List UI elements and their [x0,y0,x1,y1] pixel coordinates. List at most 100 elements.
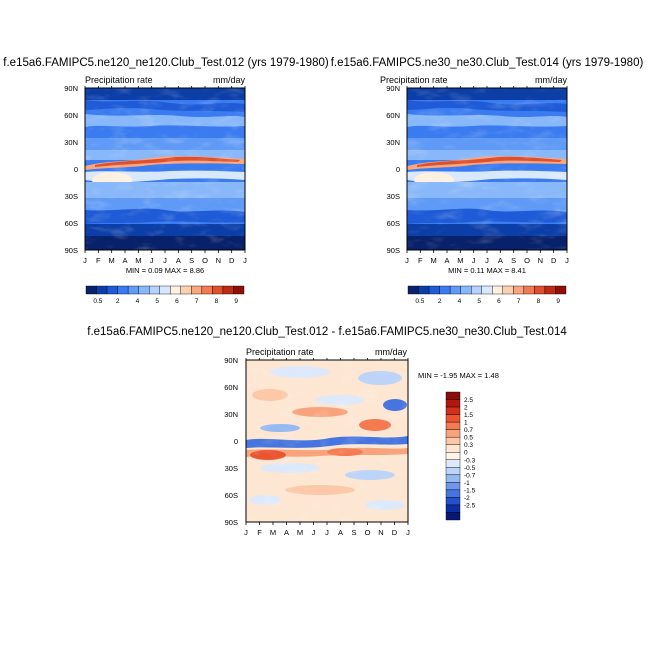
colorbar-label: 0 [464,450,468,457]
xtick-label: M [109,256,115,265]
colorbar-swatch [445,421,461,430]
colorbar-label: 7 [517,298,521,305]
colorbar-swatch [428,285,440,295]
colorbar-swatch [445,474,461,483]
panel2-texture [407,88,567,250]
colorbar-swatch [445,429,461,438]
xtick-label: M [297,528,303,537]
colorbar-swatch [445,467,461,476]
panel2-ytick-30n: 30N [386,138,400,147]
xtick-label: J [325,528,329,537]
xtick-label: A [122,256,127,265]
colorbar-label: -0.5 [464,465,476,472]
colorbar-swatch [445,452,461,460]
xtick-label: N [216,256,221,265]
xtick-label: J [243,256,247,265]
colorbar-swatch [460,285,472,295]
panel3-y-ticks: 90N 60N 30N 0 30S 60S 90S [224,356,238,527]
panel2-min-max: MIN = 0.11 MAX = 8.41 [448,266,526,275]
colorbar-label: -0.7 [464,472,476,479]
xtick-label: M [431,256,437,265]
xtick-label: J [312,528,316,537]
colorbar-label: 2.5 [464,397,473,404]
colorbar-swatch [138,285,150,295]
xtick-label: J [406,528,410,537]
panel-difference: f.e15a6.FAMIPC5.ne120_ne120.Club_Test.01… [87,326,567,537]
colorbar-swatch [407,285,419,295]
panel3-units-label: mm/day [375,347,408,357]
panel-model-012: f.e15a6.FAMIPC5.ne120_ne120.Club_Test.01… [3,57,329,305]
panel1-units-label: mm/day [213,75,246,85]
panel2-ytick-90s: 90S [387,246,400,255]
xtick-label: D [392,528,398,537]
colorbar-swatch [481,285,493,295]
colorbar-swatch [555,285,567,295]
panel-model-014: f.e15a6.FAMIPC5.ne30_ne30.Club_Test.014 … [331,57,644,305]
colorbar-swatch [502,285,514,295]
colorbar-swatch [445,444,461,453]
xtick-label: J [163,256,167,265]
colorbar-swatch [523,285,535,295]
xtick-label: M [135,256,141,265]
colorbar-swatch [445,504,461,513]
xtick-label: O [202,256,208,265]
xtick-label: J [405,256,409,265]
panel1-variable-label: Precipitation rate [85,75,153,85]
xtick-label: A [176,256,181,265]
xtick-label: J [83,256,87,265]
colorbar-label: 6 [175,298,179,305]
xtick-label: S [189,256,194,265]
colorbar-swatch [222,285,234,295]
colorbar-label: -0.3 [464,457,476,464]
colorbar-label: 9 [556,298,560,305]
colorbar-label: -1 [464,480,470,487]
colorbar-swatch [191,285,203,295]
panel3-ytick-90n: 90N [224,356,238,365]
xtick-label: F [257,528,262,537]
panel1-colorbar: 0.5 2 4 5 6 7 8 9 [85,285,245,305]
xtick-label: A [284,528,289,537]
panel3-ytick-30n: 30N [224,410,238,419]
xtick-label: O [524,256,530,265]
colorbar-swatch [445,512,461,521]
panel3-min-max: MIN = -1.95 MAX = 1.48 [418,371,499,380]
xtick-label: M [270,528,276,537]
panel2-ytick-0: 0 [396,165,400,174]
panel3-ytick-60s: 60S [225,491,238,500]
colorbar-swatch [445,482,461,491]
colorbar-label: 2 [116,298,120,305]
colorbar-label: 0.5 [464,435,473,442]
panel1-ytick-0: 0 [74,165,78,174]
colorbar-swatch [445,459,461,468]
xtick-label: J [485,256,489,265]
colorbar-label: 8 [215,298,219,305]
xtick-label: S [511,256,516,265]
panel2-title: f.e15a6.FAMIPC5.ne30_ne30.Club_Test.014 … [331,57,644,69]
panel2-ytick-60s: 60S [387,219,400,228]
colorbar-label: 5 [477,298,481,305]
panel1-ytick-30s: 30S [65,192,78,201]
colorbar-label: -2 [464,495,470,502]
colorbar-swatch [85,285,97,295]
panel2-variable-label: Precipitation rate [380,75,448,85]
colorbar-swatch [445,399,461,408]
xtick-label: F [96,256,101,265]
colorbar-label: 2 [438,298,442,305]
colorbar-swatch [117,285,129,295]
panel3-ytick-60n: 60N [224,383,238,392]
xtick-label: O [365,528,371,537]
colorbar-swatch [445,414,461,423]
colorbar-label: 8 [537,298,541,305]
panel3-ytick-30s: 30S [225,464,238,473]
panel2-ytick-30s: 30S [387,192,400,201]
panel2-heatmap [406,87,568,251]
colorbar-label: 0.5 [415,298,424,305]
panel3-ytick-90s: 90S [225,518,238,527]
colorbar-swatch [96,285,108,295]
colorbar-label: 0.3 [464,442,473,449]
colorbar-label: -2.5 [464,502,476,509]
colorbar-swatch [534,285,546,295]
colorbar-label: 4 [136,298,140,305]
